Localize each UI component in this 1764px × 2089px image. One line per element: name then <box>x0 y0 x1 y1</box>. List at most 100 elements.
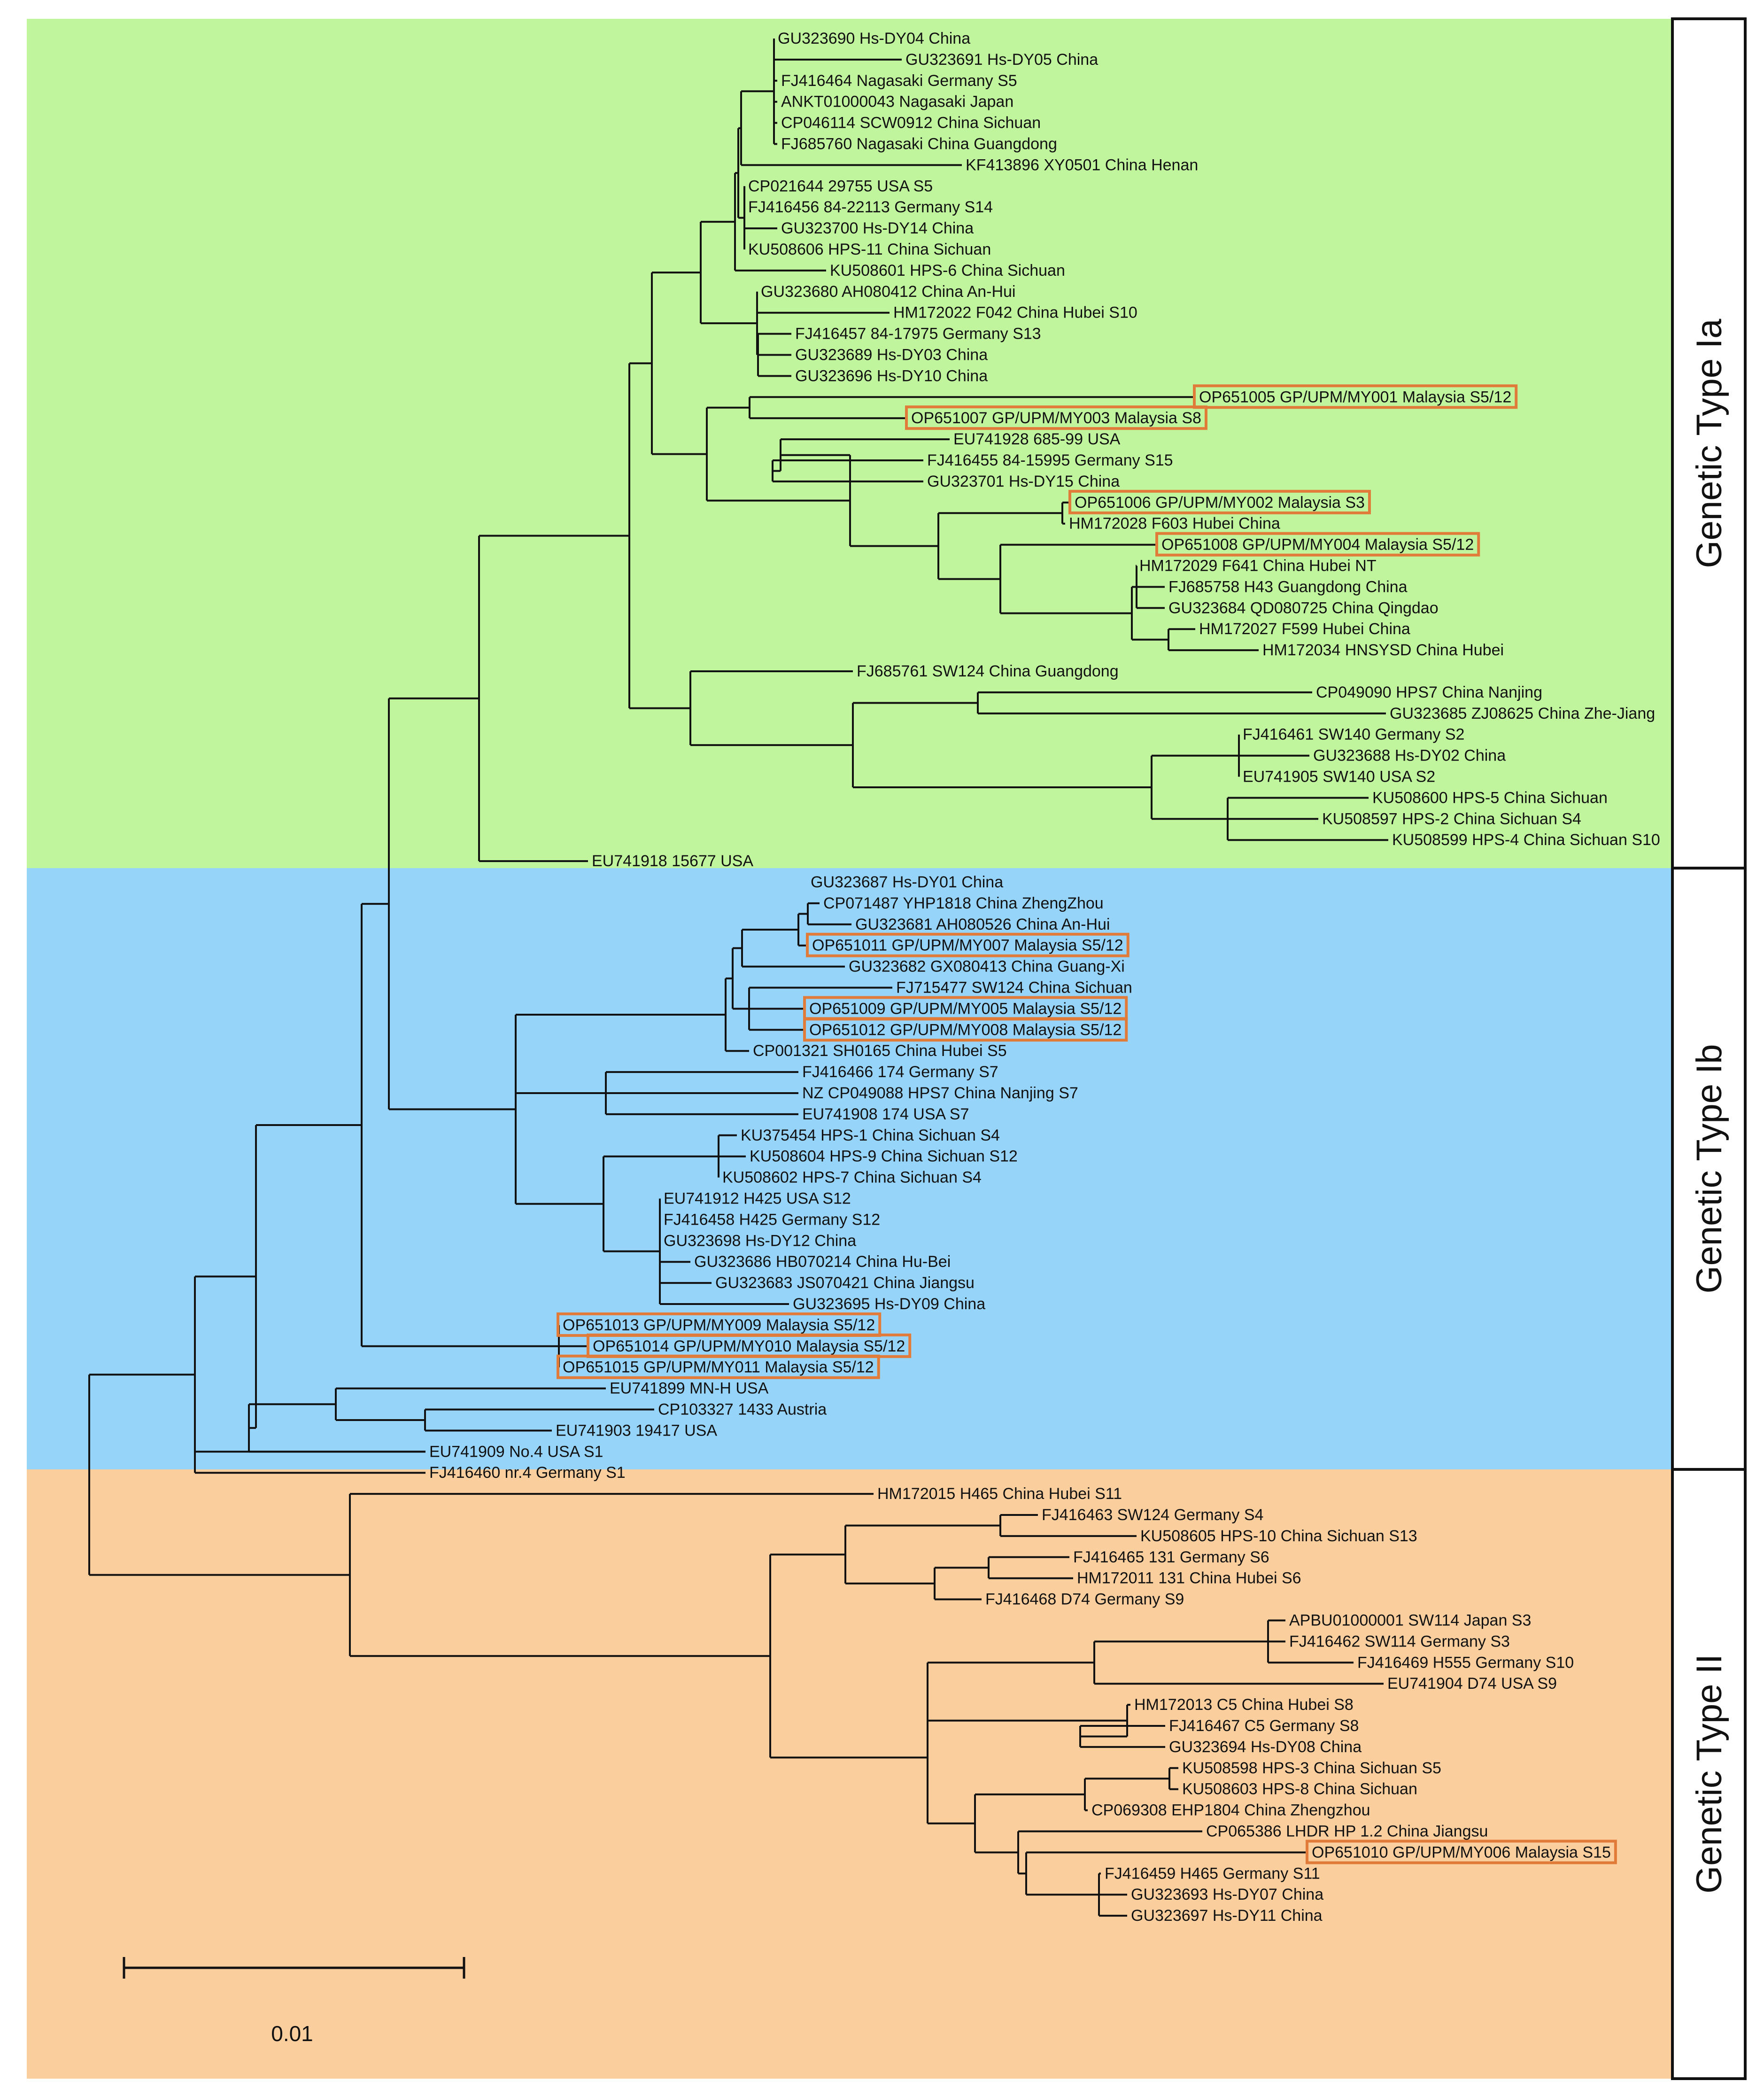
clade-label-column: Genetic Type Ia Genetic Type Ib Genetic … <box>1671 17 1747 2080</box>
leaf-label: GU323694 Hs-DY08 China <box>1169 1738 1362 1756</box>
leaf-label: OP651011 GP/UPM/MY007 Malaysia S5/12 <box>812 937 1123 955</box>
leaf-label: GU323682 GX080413 China Guang-Xi <box>849 958 1125 976</box>
leaf-label: CP103327 1433 Austria <box>658 1401 827 1419</box>
leaf-label: KU508602 HPS-7 China Sichuan S4 <box>722 1169 982 1187</box>
leaf-labels: GU323690 Hs-DY04 China GU323691 Hs-DY05 C… <box>429 30 1660 1925</box>
leaf-label: GU323691 Hs-DY05 China <box>905 51 1098 69</box>
malaysia-isolate-highlight-box <box>557 1354 880 1379</box>
leaf-label: CP069308 EHP1804 China Zhengzhou <box>1091 1802 1370 1819</box>
leaf-label: GU323686 HB070214 China Hu-Bei <box>694 1253 951 1271</box>
leaf-label: FJ416469 H555 Germany S10 <box>1357 1654 1574 1671</box>
leaf-label: FJ416464 Nagasaki Germany S5 <box>781 72 1017 90</box>
leaf-label: EU741899 MN-H USA <box>610 1380 769 1398</box>
leaf-label: FJ416461 SW140 Germany S2 <box>1243 726 1464 744</box>
scale-bar-label: 0.01 <box>271 2021 313 2046</box>
leaf-label: FJ416466 174 Germany S7 <box>802 1063 998 1081</box>
leaf-label: OP651014 GP/UPM/MY010 Malaysia S5/12 <box>593 1337 905 1355</box>
leaf-label: EU741912 H425 USA S12 <box>664 1190 851 1208</box>
leaf-label: FJ715477 SW124 China Sichuan <box>896 979 1132 997</box>
leaf-label: EU741905 SW140 USA S2 <box>1243 768 1435 786</box>
leaf-label: KU508606 HPS-11 China Sichuan <box>748 241 991 258</box>
clade-label-type-ib: Genetic Type Ib <box>1689 1044 1729 1294</box>
clade-box-type-ii <box>1671 1468 1747 2080</box>
leaf-label: OP651009 GP/UPM/MY005 Malaysia S5/12 <box>809 1000 1122 1017</box>
leaf-label: FJ416463 SW124 Germany S4 <box>1042 1506 1263 1524</box>
leaf-label: HM172011 131 China Hubei S6 <box>1077 1569 1301 1587</box>
leaf-label: CP071487 YHP1818 China ZhengZhou <box>823 894 1104 912</box>
leaf-label: EU741908 174 USA S7 <box>802 1105 969 1123</box>
leaf-label: KU508598 HPS-3 China Sichuan S5 <box>1182 1759 1441 1777</box>
malaysia-isolate-highlight-box <box>1193 384 1518 409</box>
leaf-label: OP651015 GP/UPM/MY011 Malaysia S5/12 <box>563 1359 874 1376</box>
leaf-label: CP021644 29755 USA S5 <box>748 177 933 195</box>
leaf-label: GU323689 Hs-DY03 China <box>795 346 988 364</box>
clade-label-type-ia: Genetic Type Ia <box>1689 318 1729 568</box>
leaf-label: FJ416455 84-15995 Germany S15 <box>927 451 1173 469</box>
tree-branches <box>88 39 1388 1917</box>
leaf-label: GU323684 QD080725 China Qingdao <box>1168 599 1439 617</box>
leaf-label: HM172015 H465 China Hubei S11 <box>877 1485 1122 1503</box>
leaf-label: GU323698 Hs-DY12 China <box>664 1232 856 1250</box>
leaf-label: GU323701 Hs-DY15 China <box>927 473 1120 490</box>
leaf-label: ANKT01000043 Nagasaki Japan <box>781 93 1014 111</box>
malaysia-isolate-highlight-box <box>1155 532 1480 557</box>
malaysia-isolate-highlight-box <box>806 932 1130 957</box>
leaf-label: GU323680 AH080412 China An-Hui <box>761 283 1016 301</box>
leaf-label: HM172013 C5 China Hubei S8 <box>1134 1696 1354 1714</box>
clade-band-type-ib <box>27 868 1672 1469</box>
leaf-label: CP065386 LHDR HP 1.2 China Jiangsu <box>1206 1823 1488 1840</box>
leaf-label: FJ416460 nr.4 Germany S1 <box>429 1464 626 1482</box>
leaf-label: KU375454 HPS-1 China Sichuan S4 <box>741 1126 1000 1144</box>
leaf-label: OP651013 GP/UPM/MY009 Malaysia S5/12 <box>563 1316 875 1334</box>
leaf-label: EU741903 19417 USA <box>556 1421 717 1439</box>
leaf-label: KU508604 HPS-9 China Sichuan S12 <box>750 1148 1018 1165</box>
leaf-label: OP651005 GP/UPM/MY001 Malaysia S5/12 <box>1199 388 1511 406</box>
leaf-label: HM172028 F603 Hubei China <box>1069 515 1280 533</box>
leaf-label: FJ685760 Nagasaki China Guangdong <box>781 135 1057 153</box>
leaf-label: HM172022 F042 China Hubei S10 <box>893 304 1137 322</box>
malaysia-isolate-highlight-box <box>803 1017 1128 1042</box>
leaf-label: EU741904 D74 USA S9 <box>1387 1675 1557 1693</box>
leaf-label: KU508600 HPS-5 China Sichuan <box>1372 789 1608 807</box>
leaf-label: OP651010 GP/UPM/MY006 Malaysia S15 <box>1312 1843 1611 1861</box>
malaysia-isolate-highlight-box <box>905 405 1207 430</box>
malaysia-isolate-highlight-box <box>1306 1840 1617 1864</box>
leaf-label: KU508601 HPS-6 China Sichuan <box>830 262 1065 280</box>
leaf-label: EU741918 15677 USA <box>592 852 753 870</box>
leaf-label: OP651008 GP/UPM/MY004 Malaysia S5/12 <box>1161 536 1474 554</box>
leaf-label: EU741928 685-99 USA <box>953 430 1121 448</box>
leaf-label: OP651007 GP/UPM/MY003 Malaysia S8 <box>911 409 1201 427</box>
leaf-label: KU508605 HPS-10 China Sichuan S13 <box>1140 1527 1417 1545</box>
leaf-label: GU323695 Hs-DY09 China <box>793 1295 985 1313</box>
clade-band-type-ia <box>27 19 1672 868</box>
leaf-label: KU508603 HPS-8 China Sichuan <box>1182 1780 1417 1798</box>
leaf-label: OP651006 GP/UPM/MY002 Malaysia S3 <box>1075 494 1365 512</box>
malaysia-isolate-highlight-box <box>1068 489 1371 514</box>
leaf-label: FJ416456 84-22113 Germany S14 <box>748 198 993 216</box>
clade-band-type-ii <box>27 1469 1672 2079</box>
leaf-label: FJ416457 84-17975 Germany S13 <box>795 325 1041 343</box>
leaf-label: GU323697 Hs-DY11 China <box>1131 1907 1323 1925</box>
leaf-label: KU508597 HPS-2 China Sichuan S4 <box>1322 810 1581 828</box>
clade-label-type-ii: Genetic Type II <box>1689 1654 1729 1894</box>
leaf-label: EU741909 No.4 USA S1 <box>429 1443 603 1460</box>
clade-box-type-ia <box>1671 17 1747 870</box>
leaf-label: KF413896 XY0501 China Henan <box>966 156 1198 174</box>
leaf-label: GU323693 Hs-DY07 China <box>1131 1886 1323 1903</box>
leaf-label: GU323688 Hs-DY02 China <box>1313 747 1506 765</box>
leaf-label: GU323700 Hs-DY14 China <box>781 219 974 237</box>
leaf-label: FJ416458 H425 Germany S12 <box>664 1211 880 1228</box>
scale-bar: 0.01 <box>123 1957 465 2046</box>
leaf-label: FJ416467 C5 Germany S8 <box>1169 1717 1359 1735</box>
leaf-label: HM172029 F641 China Hubei NT <box>1139 557 1377 575</box>
leaf-label: NZ CP049088 HPS7 China Nanjing S7 <box>802 1084 1078 1102</box>
leaf-label: HM172027 F599 Hubei China <box>1199 620 1410 638</box>
leaf-label: FJ416465 131 Germany S6 <box>1073 1548 1269 1566</box>
leaf-label: GU323696 Hs-DY10 China <box>795 367 988 385</box>
leaf-label: FJ416468 D74 Germany S9 <box>985 1591 1184 1608</box>
leaf-label: CP001321 SH0165 China Hubei S5 <box>753 1042 1007 1060</box>
leaf-label: GU323685 ZJ08625 China Zhe-Jiang <box>1390 705 1655 722</box>
leaf-label: FJ416459 H465 Germany S11 <box>1105 1864 1320 1882</box>
leaf-label: FJ416462 SW114 Germany S3 <box>1289 1632 1510 1650</box>
